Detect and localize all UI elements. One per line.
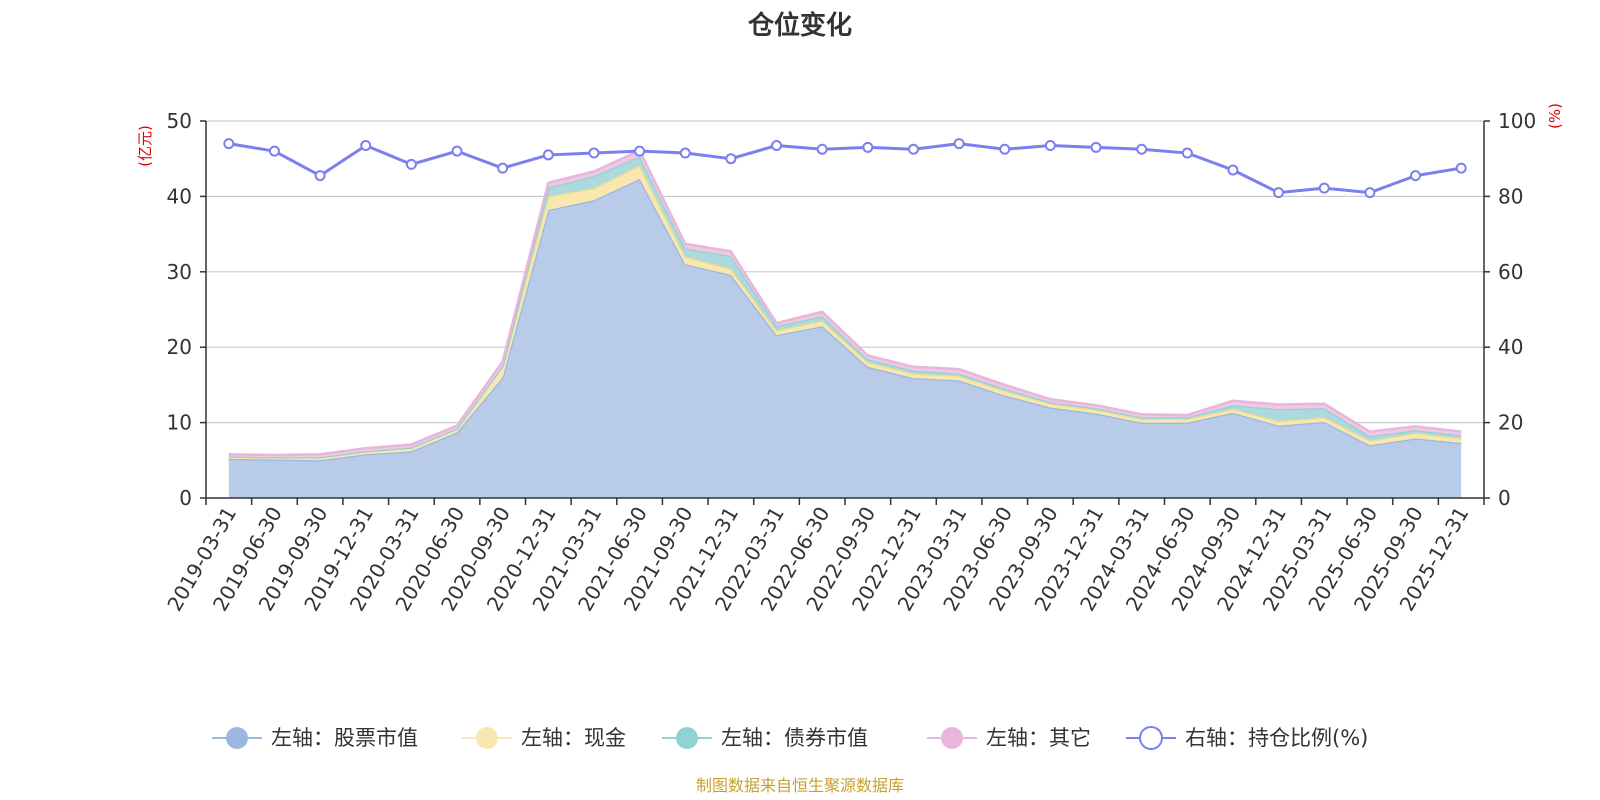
left-axis-tick-label: 50: [167, 109, 192, 133]
right-axis-tick-label: 40: [1498, 335, 1523, 359]
legend-label: 右轴：持仓比例(%): [1185, 726, 1368, 750]
ratio-line: [228, 142, 1462, 195]
ratio-point: [1181, 147, 1193, 159]
left-axis-tick-label: 30: [167, 260, 192, 284]
ratio-point: [1044, 140, 1056, 152]
legend-marker: [476, 727, 498, 749]
right-axis-tick-label: 100: [1498, 109, 1536, 133]
left-axis-tick-label: 40: [167, 184, 192, 208]
ratio-point: [497, 162, 509, 174]
area-edge-line-4: [228, 148, 1462, 457]
legend-label: 左轴：债券市值: [721, 726, 868, 750]
left-axis-tick-label: 20: [167, 335, 192, 359]
ratio-point: [588, 147, 600, 159]
ratio-point: [1136, 143, 1148, 155]
legend-label: 左轴：其它: [986, 726, 1091, 750]
ratio-point: [679, 147, 691, 159]
chart-title: 仓位变化: [747, 10, 852, 41]
legend-item: 左轴：现金: [462, 726, 626, 750]
legend-marker: [226, 727, 248, 749]
ratio-point: [1364, 187, 1376, 199]
ratio-point: [1455, 162, 1467, 174]
ratio-point: [1318, 182, 1330, 194]
ratio-point: [405, 158, 417, 170]
legend-item: 右轴：持仓比例(%): [1126, 726, 1368, 750]
area-layers: [228, 148, 1462, 499]
ratio-point: [1090, 141, 1102, 153]
ratio-point: [999, 143, 1011, 155]
ratio-point: [953, 138, 965, 150]
legend-marker: [1139, 726, 1163, 750]
left-axis-unit: (亿元): [136, 125, 154, 167]
legend-marker: [941, 727, 963, 749]
ratio-point: [1273, 187, 1285, 199]
right-axis-tick-label: 20: [1498, 411, 1523, 435]
right-axis-unit: (%): [1546, 103, 1564, 129]
legend-marker: [676, 727, 698, 749]
ratio-point: [907, 143, 919, 155]
ratio-point: [1227, 164, 1239, 176]
ratio-point: [862, 141, 874, 153]
ratio-point: [634, 145, 646, 157]
right-axis-tick-label: 0: [1498, 486, 1511, 510]
ratio-point: [542, 149, 554, 161]
left-axis-tick-label: 0: [179, 486, 192, 510]
legend-item: 左轴：债券市值: [662, 726, 868, 750]
ratio-point: [314, 170, 326, 182]
legend-label: 左轴：股票市值: [271, 726, 418, 750]
right-axis-tick-label: 60: [1498, 260, 1523, 284]
area-1: [228, 179, 1462, 499]
left-axis-tick-label: 10: [167, 411, 192, 435]
legend-item: 左轴：股票市值: [212, 726, 418, 750]
ratio-point: [223, 138, 235, 150]
ratio-point: [771, 140, 783, 152]
ratio-point: [725, 153, 737, 165]
ratio-point: [816, 143, 828, 155]
ratio-point: [268, 145, 280, 157]
ratio-point: [360, 140, 372, 152]
area-edge-line-1: [228, 177, 1462, 462]
right-axis-tick-label: 80: [1498, 184, 1523, 208]
source-note: 制图数据来自恒生聚源数据库: [696, 776, 904, 795]
legend: 左轴：股票市值 左轴：现金 左轴：债券市值 左轴：其它 右轴：持仓比例(%): [212, 726, 1368, 750]
legend-label: 左轴：现金: [521, 726, 626, 750]
line-layer: [223, 138, 1467, 199]
legend-item: 左轴：其它: [927, 726, 1091, 750]
ratio-point: [451, 145, 463, 157]
ratio-point: [1410, 170, 1422, 182]
